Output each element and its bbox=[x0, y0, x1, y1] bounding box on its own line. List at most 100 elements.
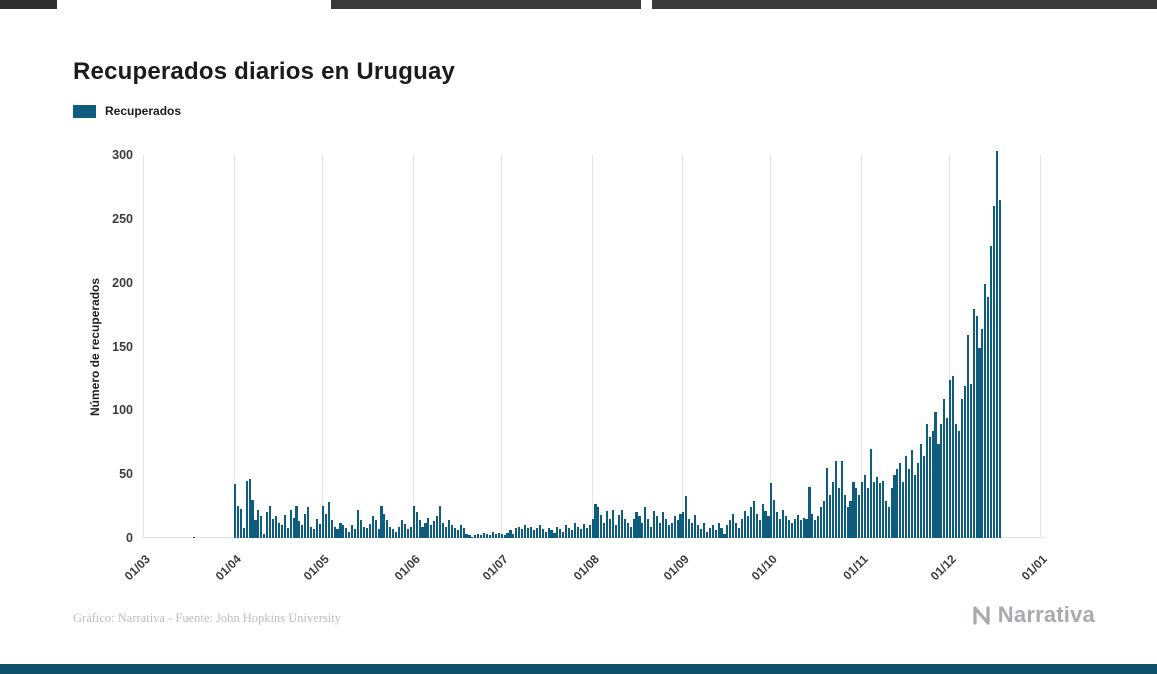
x-tick-label: 01/01 bbox=[1018, 552, 1050, 584]
bar bbox=[512, 534, 515, 538]
bar bbox=[304, 513, 307, 538]
bar bbox=[840, 461, 843, 538]
bar bbox=[664, 518, 667, 538]
bar bbox=[820, 507, 823, 538]
bar bbox=[468, 535, 471, 538]
bar bbox=[544, 531, 547, 538]
bar bbox=[658, 522, 662, 538]
bar bbox=[896, 469, 899, 538]
bar bbox=[960, 398, 963, 538]
bar bbox=[576, 526, 579, 538]
bar bbox=[277, 522, 280, 538]
narrativa-wordmark: Narrativa bbox=[997, 602, 1095, 627]
bar bbox=[770, 483, 773, 538]
bar bbox=[392, 529, 395, 538]
bar bbox=[761, 503, 764, 538]
bottom-accent-bar bbox=[0, 664, 1157, 674]
bar bbox=[858, 494, 861, 538]
bar bbox=[380, 506, 383, 538]
window-edge-artifact bbox=[331, 0, 641, 9]
bar bbox=[271, 518, 275, 538]
bar bbox=[934, 411, 937, 538]
bar bbox=[755, 513, 758, 538]
bar bbox=[790, 522, 793, 538]
bar bbox=[890, 488, 893, 538]
bar bbox=[257, 509, 260, 538]
bar bbox=[957, 430, 961, 538]
bar bbox=[670, 522, 673, 538]
bar bbox=[867, 488, 870, 538]
legend: Recuperados bbox=[73, 104, 181, 118]
bar bbox=[289, 509, 292, 538]
bar bbox=[386, 520, 389, 538]
bar bbox=[641, 522, 644, 538]
bar bbox=[582, 523, 585, 538]
bar bbox=[688, 518, 691, 538]
bar bbox=[245, 480, 248, 538]
bar bbox=[987, 296, 990, 538]
bar bbox=[691, 522, 694, 538]
bar bbox=[729, 520, 732, 538]
bar bbox=[594, 503, 597, 538]
bar bbox=[773, 499, 776, 538]
bar bbox=[682, 512, 685, 538]
bar bbox=[799, 520, 802, 538]
bar bbox=[500, 534, 503, 538]
month-gridline bbox=[500, 155, 502, 538]
bar bbox=[635, 512, 638, 538]
x-tick-label: 01/11 bbox=[840, 552, 872, 583]
bar bbox=[811, 513, 814, 538]
bar bbox=[485, 534, 489, 538]
bar bbox=[661, 512, 664, 538]
bar bbox=[884, 500, 887, 538]
bar bbox=[418, 520, 421, 538]
bar bbox=[280, 525, 283, 538]
bar bbox=[406, 529, 409, 538]
bar bbox=[893, 475, 896, 538]
bar bbox=[585, 527, 588, 538]
bar bbox=[371, 516, 374, 538]
x-tick-label: 01/04 bbox=[212, 552, 244, 584]
bar bbox=[644, 507, 647, 538]
bar bbox=[966, 335, 969, 538]
bar bbox=[720, 527, 723, 538]
bar bbox=[327, 502, 330, 538]
bar bbox=[869, 448, 873, 538]
bar bbox=[559, 529, 562, 538]
bar bbox=[834, 461, 837, 538]
bar bbox=[699, 529, 703, 538]
bar bbox=[919, 443, 922, 538]
bar bbox=[931, 430, 934, 538]
bar bbox=[412, 506, 415, 538]
x-tick-label: 01/03 bbox=[121, 552, 153, 584]
bar bbox=[436, 516, 439, 538]
bar bbox=[342, 525, 345, 538]
bar bbox=[925, 424, 928, 538]
bar bbox=[192, 536, 195, 538]
bar bbox=[553, 532, 556, 538]
bar bbox=[969, 383, 972, 538]
bar bbox=[439, 506, 442, 538]
bar bbox=[497, 532, 500, 538]
y-tick-label: 300 bbox=[112, 148, 133, 162]
bar bbox=[606, 511, 609, 538]
bar bbox=[283, 515, 286, 538]
bar bbox=[632, 518, 635, 538]
bar bbox=[717, 522, 720, 538]
bar bbox=[714, 530, 717, 538]
bar bbox=[752, 500, 755, 538]
bar bbox=[310, 526, 313, 538]
bar bbox=[298, 521, 301, 538]
bar bbox=[837, 488, 840, 538]
bar bbox=[354, 529, 357, 538]
bar bbox=[843, 494, 846, 538]
bar bbox=[315, 518, 319, 538]
bar bbox=[450, 525, 453, 538]
window-edge-artifact bbox=[0, 0, 57, 9]
bar bbox=[424, 522, 427, 538]
bar bbox=[828, 494, 832, 538]
bar bbox=[826, 467, 829, 538]
month-gridline bbox=[143, 155, 144, 538]
bar bbox=[568, 527, 571, 538]
bar bbox=[348, 531, 351, 538]
